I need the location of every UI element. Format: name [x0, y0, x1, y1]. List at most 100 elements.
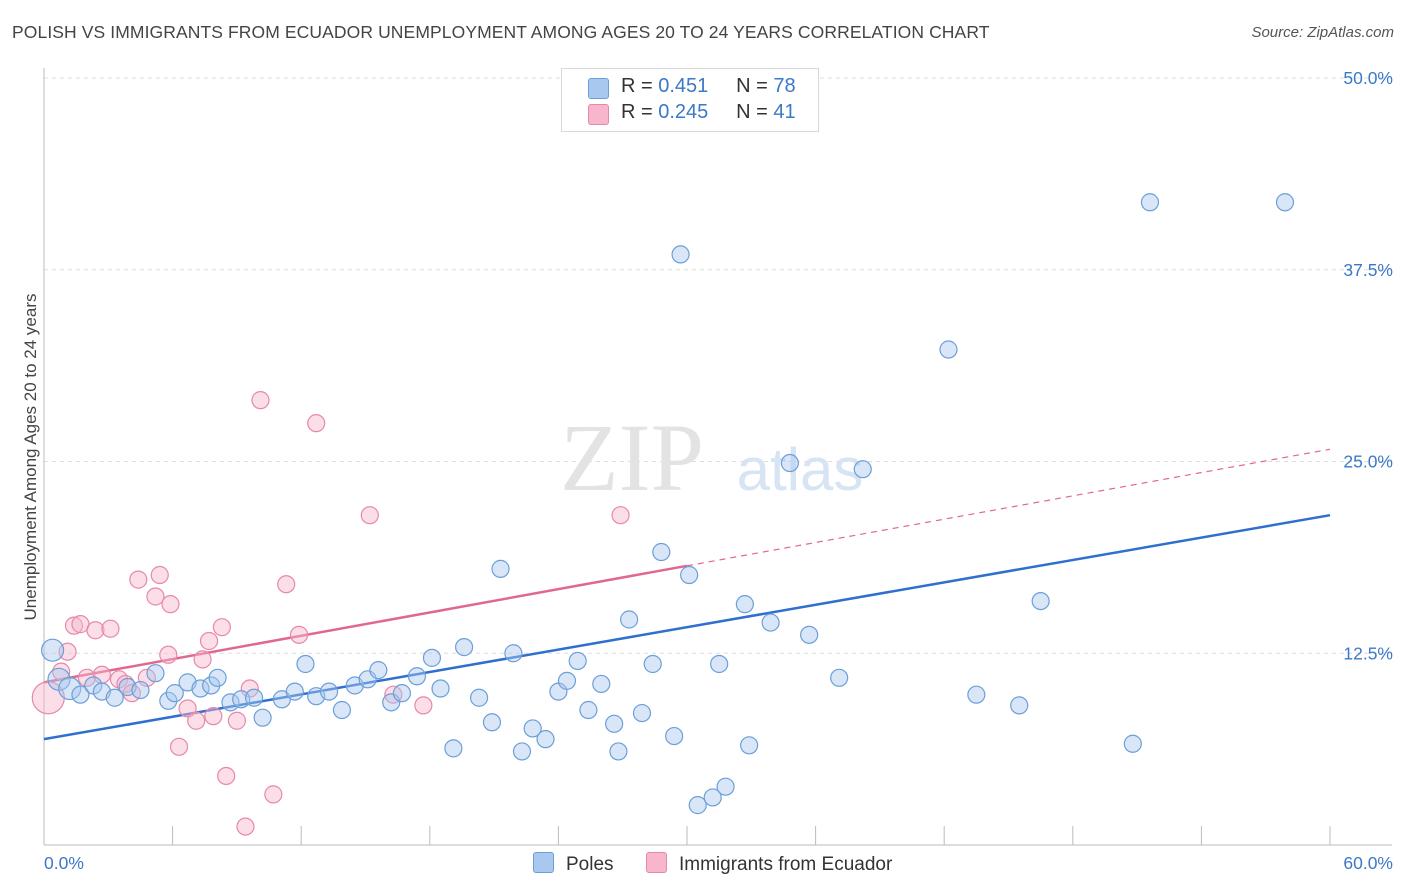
y-tick-label: 50.0%	[1343, 68, 1393, 88]
point-ecuador	[289, 625, 309, 644]
legend-n-label: N =	[736, 75, 768, 97]
point-poles	[632, 703, 652, 723]
point-poles	[735, 595, 754, 614]
point-ecuador	[414, 696, 433, 715]
x-tick-label-min: 0.0%	[44, 853, 84, 873]
point-poles	[332, 700, 352, 720]
point-poles	[319, 682, 339, 701]
point-poles	[1140, 193, 1160, 212]
point-poles	[244, 688, 264, 707]
point-poles	[58, 676, 82, 701]
point-poles	[1010, 696, 1029, 715]
point-poles	[512, 742, 532, 761]
point-poles	[740, 736, 759, 755]
chart-title: POLISH VS IMMIGRANTS FROM ECUADOR UNEMPL…	[12, 22, 990, 42]
trend-line-ecuador	[43, 564, 688, 684]
point-poles	[523, 719, 542, 738]
point-poles	[605, 714, 624, 733]
point-poles	[665, 726, 684, 746]
point-poles	[761, 613, 780, 632]
point-poles	[454, 638, 474, 657]
point-poles	[407, 667, 427, 686]
point-ecuador	[169, 737, 189, 756]
legend-swatch-poles	[588, 78, 609, 99]
point-poles	[780, 453, 799, 473]
point-poles	[504, 644, 523, 663]
point-poles	[853, 460, 872, 479]
point-poles	[482, 713, 502, 732]
point-ecuador	[161, 595, 180, 614]
legend-label-poles: Poles	[566, 854, 614, 875]
gridlines	[44, 77, 1392, 654]
point-poles	[710, 654, 729, 674]
point-ecuador	[146, 587, 165, 606]
point-poles	[939, 340, 958, 359]
point-ecuador	[129, 570, 148, 589]
legend-item-poles: Poles	[533, 852, 614, 876]
point-poles	[469, 688, 489, 707]
point-poles	[253, 708, 272, 727]
point-poles	[671, 245, 690, 264]
point-poles	[431, 679, 450, 698]
legend-swatch-ecuador	[588, 104, 609, 125]
point-poles	[800, 625, 819, 644]
point-poles	[643, 654, 662, 674]
point-ecuador	[227, 711, 246, 730]
point-poles	[71, 685, 90, 704]
point-poles	[652, 542, 671, 562]
legend-r-label: R =	[621, 75, 653, 97]
point-poles	[609, 742, 628, 761]
trend-line-ecuador-extension	[686, 448, 1331, 567]
point-poles	[1275, 193, 1295, 212]
point-ecuador	[360, 506, 379, 525]
point-ecuador	[52, 662, 71, 681]
correlation-legend: R = 0.451 N = 78 R = 0.245 N = 41	[561, 68, 819, 132]
point-poles	[536, 730, 555, 749]
legend-swatch-poles	[533, 852, 554, 873]
legend-n-value: 41	[773, 101, 796, 123]
point-ecuador	[199, 631, 219, 651]
trend-line-poles	[43, 513, 1331, 741]
point-poles	[830, 668, 849, 687]
point-poles	[165, 684, 184, 703]
point-ecuador	[611, 506, 630, 525]
point-poles	[680, 565, 699, 585]
source-label: Source: ZipAtlas.com	[1251, 24, 1394, 41]
point-ecuador	[217, 766, 236, 786]
point-ecuador	[236, 817, 255, 836]
point-poles	[392, 684, 412, 703]
point-poles	[716, 777, 735, 796]
legend-n-value: 78	[773, 75, 796, 97]
point-poles	[105, 688, 124, 707]
point-poles	[444, 739, 463, 758]
point-poles	[568, 651, 587, 671]
axes	[43, 68, 1392, 846]
legend-label-ecuador: Immigrants from Ecuador	[679, 854, 893, 875]
point-ecuador	[193, 650, 212, 669]
y-tick-label: 37.5%	[1343, 260, 1393, 280]
point-poles	[208, 668, 227, 687]
point-ecuador	[277, 575, 296, 594]
point-poles	[1123, 734, 1142, 753]
point-poles	[296, 654, 315, 674]
point-poles	[620, 610, 639, 629]
point-poles	[967, 685, 986, 704]
point-poles	[221, 693, 240, 712]
point-poles	[688, 796, 707, 815]
series-immigrants-from-ecuador	[31, 391, 630, 836]
point-poles	[703, 788, 722, 807]
point-poles	[285, 682, 304, 701]
point-ecuador	[101, 619, 120, 638]
point-ecuador	[187, 711, 206, 730]
legend-r-value: 0.245	[658, 101, 709, 123]
point-poles	[592, 674, 611, 694]
legend-item-ecuador: Immigrants from Ecuador	[646, 852, 892, 876]
watermark-zip: ZIP	[560, 404, 704, 511]
tick-labels: 12.5% 25.0% 37.5% 50.0% 0.0% 60.0%	[44, 68, 1393, 873]
point-poles	[491, 559, 510, 578]
watermark: ZIP atlas	[560, 404, 863, 511]
x-tick-label-max: 60.0%	[1343, 853, 1393, 873]
point-ecuador	[178, 699, 197, 718]
point-ecuador	[64, 616, 84, 635]
